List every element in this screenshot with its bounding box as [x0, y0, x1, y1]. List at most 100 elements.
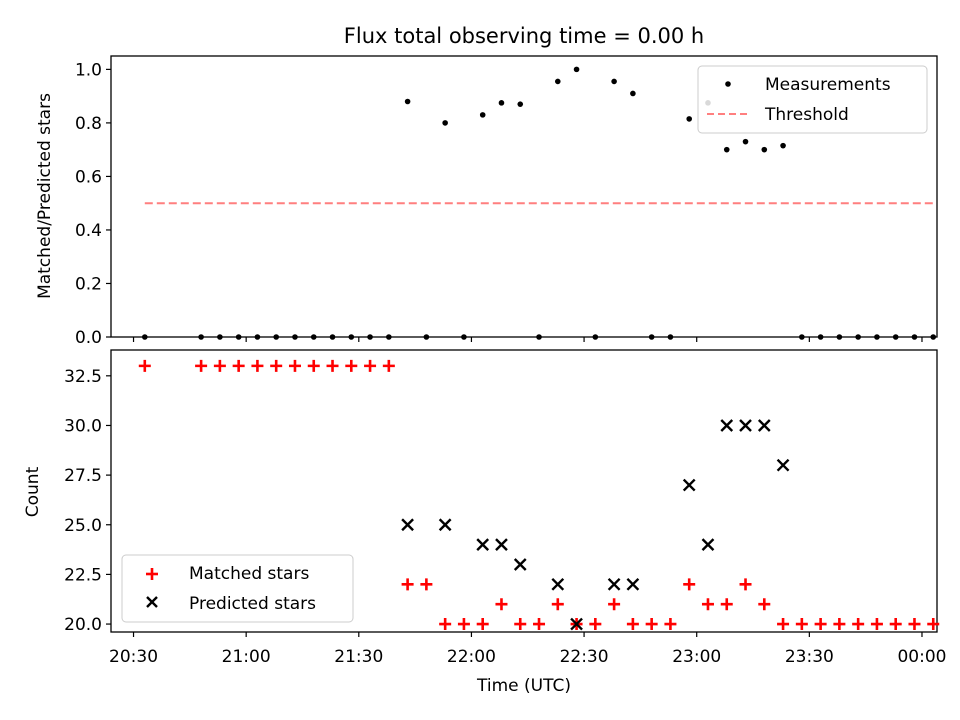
measurement-point — [517, 101, 524, 107]
count-y-tick-label: 20.0 — [64, 615, 102, 635]
measurement-point — [780, 142, 786, 149]
matched-stars-point — [608, 598, 621, 611]
matched-stars-point — [251, 359, 264, 372]
ratio-y-tick-label: 0.4 — [75, 221, 102, 241]
measurement-point — [742, 138, 749, 145]
measurement-point — [573, 66, 580, 73]
count-plot-frame — [110, 349, 938, 633]
x-tick-label: 00:00 — [897, 647, 946, 667]
measurement-point — [479, 112, 486, 118]
measurement-point — [461, 334, 467, 340]
ratio-plot-frame — [110, 55, 938, 338]
matched-stars-point — [232, 359, 245, 372]
legend-threshold-label: Threshold — [764, 105, 849, 125]
predicted-stars-point — [720, 419, 734, 432]
matched-stars-point — [551, 598, 564, 611]
matched-stars-point — [382, 359, 395, 372]
measurement-point — [799, 334, 805, 340]
x-tick-label: 20:30 — [109, 647, 158, 667]
measurement-point — [686, 116, 692, 122]
matched-stars-point — [514, 618, 527, 631]
x-axis-label: Time (UTC) — [476, 676, 571, 696]
matched-stars-point — [645, 618, 658, 631]
measurement-point — [442, 120, 448, 126]
measurement-point — [630, 90, 636, 97]
measurement-point — [874, 334, 880, 340]
matched-stars-point — [476, 618, 489, 631]
matched-stars-point — [326, 359, 339, 372]
legend-measurements-marker — [725, 81, 731, 87]
x-tick-label: 23:30 — [785, 647, 834, 667]
matched-stars-point — [739, 578, 752, 591]
predicted-stars-point — [570, 617, 583, 631]
matched-stars-point — [288, 359, 301, 372]
predicted-stars-point — [757, 419, 771, 432]
x-tick-label: 21:00 — [222, 647, 271, 667]
legend-predicted-label: Predicted stars — [189, 594, 316, 614]
matched-stars-point — [852, 618, 865, 631]
measurement-point — [648, 334, 655, 340]
measurement-point — [930, 334, 937, 340]
measurement-point — [498, 100, 505, 106]
matched-stars-point — [213, 359, 226, 372]
measurement-point — [817, 334, 824, 340]
chart-title: Flux total observing time = 0.00 h — [344, 24, 704, 48]
matched-stars-point — [533, 618, 546, 631]
matched-stars-point — [833, 618, 846, 631]
matched-stars-point — [307, 359, 320, 372]
matched-stars-point — [589, 618, 602, 631]
count-panel: 20.0 22.5 25.0 27.5 30.0 32.5 20:30 21:00 21:30… — [23, 349, 946, 696]
matched-stars-point — [195, 359, 208, 372]
matched-stars-point — [270, 359, 283, 372]
count-legend-box — [121, 554, 354, 623]
count-y-tick-label: 32.5 — [64, 367, 102, 387]
measurement-point — [404, 98, 411, 105]
matched-stars-point — [795, 618, 808, 631]
matched-stars-point — [720, 598, 733, 611]
measurement-point — [292, 334, 298, 340]
count-y-tick-label: 22.5 — [64, 565, 102, 585]
measurement-point — [667, 334, 674, 340]
predicted-stars-point — [739, 419, 752, 432]
measurement-point — [536, 334, 542, 340]
ratio-y-axis-label: Matched/Predicted stars — [35, 93, 55, 299]
ratio-y-tick-label: 0.8 — [75, 114, 102, 134]
matched-stars-point — [364, 359, 377, 372]
matched-stars-point — [701, 598, 714, 611]
measurement-point — [723, 146, 730, 153]
measurement-point — [554, 78, 561, 85]
measurement-point — [592, 334, 599, 340]
predicted-stars-point — [513, 558, 527, 571]
matched-stars-point — [927, 618, 940, 631]
measurement-point — [892, 334, 899, 340]
count-y-tick-label: 27.5 — [64, 466, 102, 486]
predicted-stars-point — [476, 538, 490, 551]
matched-stars-point — [758, 598, 771, 611]
measurement-point — [367, 334, 373, 340]
predicted-stars-point — [682, 478, 696, 492]
count-y-tick-label: 30.0 — [64, 416, 102, 436]
measurement-point — [423, 334, 430, 340]
predicted-stars-point — [776, 458, 790, 472]
ratio-y-tick-label: 1.0 — [75, 60, 102, 80]
measurement-point — [855, 334, 861, 340]
x-tick-label: 23:00 — [672, 647, 721, 667]
measurement-point — [329, 334, 336, 340]
ratio-legend: Measurements Threshold — [697, 65, 928, 134]
matched-stars-point — [664, 618, 677, 631]
count-y-axis-label: Count — [23, 466, 43, 517]
legend-measurements-label: Measurements — [765, 75, 891, 95]
measurement-point — [386, 334, 392, 340]
matched-stars-point — [626, 618, 639, 631]
matched-stars-point — [870, 618, 883, 631]
ratio-y-tick-label: 0.2 — [75, 274, 102, 294]
matched-stars-point — [889, 618, 902, 631]
matched-stars-point — [138, 359, 151, 372]
ratio-panel: 0.0 0.2 0.4 0.6 0.8 1.0 Matched/Predicted sta… — [35, 55, 938, 348]
ratio-legend-box — [697, 65, 928, 134]
legend-matched-marker — [146, 568, 158, 580]
measurement-point — [611, 78, 617, 85]
matched-stars-point — [345, 359, 358, 372]
x-tick-label: 22:00 — [447, 647, 496, 667]
